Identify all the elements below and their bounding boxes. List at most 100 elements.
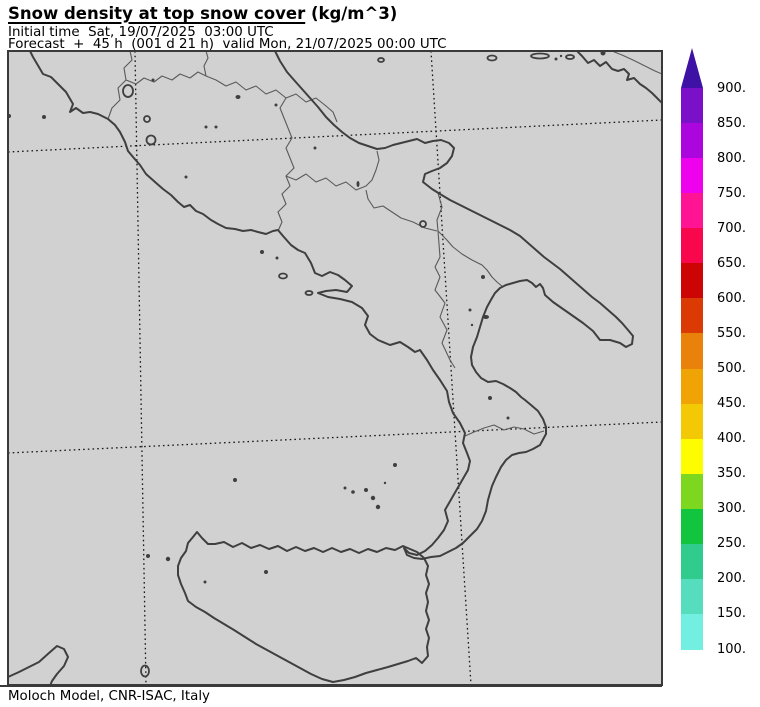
coastline-tunisia	[9, 645, 69, 684]
island-salina	[364, 488, 368, 492]
colorbar-segment	[681, 228, 703, 264]
colorbar-segment	[681, 543, 703, 580]
colorbar-arrow	[681, 48, 703, 88]
island-levanzo	[146, 554, 150, 558]
colorbar-segment	[681, 298, 703, 334]
island-giglio	[9, 114, 11, 118]
border-lazio-tuscany	[107, 52, 133, 120]
island-lipari	[370, 495, 376, 501]
colorbar-segment	[681, 158, 703, 194]
colorbar-segment	[681, 578, 703, 615]
coastline-croatia	[576, 52, 661, 104]
grid-parallel-north	[9, 119, 661, 153]
small-islands-dots	[9, 52, 606, 584]
region-borders	[107, 52, 545, 437]
colorbar-segment	[681, 368, 703, 405]
island-vis	[486, 54, 498, 62]
border-basilicata-calabria	[464, 424, 545, 437]
lake-bolsena	[122, 84, 134, 98]
small-lake	[214, 125, 218, 129]
border-basilicata-west	[434, 192, 456, 369]
colorbar-segment	[681, 333, 703, 369]
coastline-sicily	[177, 531, 430, 683]
island-ischia	[278, 272, 288, 280]
colorbar-tick-label: 300.	[717, 501, 746, 517]
sicilian-lake	[264, 570, 268, 574]
colorbar-segment	[681, 193, 703, 229]
adriatic-islet	[559, 54, 563, 58]
coastlines	[9, 52, 661, 684]
title-text: Snow density at top snow cover	[8, 4, 306, 23]
colorbar-tick-label: 500.	[717, 361, 746, 376]
border-umbria-marche	[125, 71, 338, 123]
island-mljet	[565, 54, 575, 60]
border-lazio-campania	[277, 97, 295, 232]
island-vulcano	[375, 504, 381, 510]
adriatic-islet	[554, 57, 558, 61]
colorbar-tick-label: 150.	[717, 606, 746, 622]
colorbar-segment	[681, 473, 703, 510]
small-lake	[468, 308, 472, 312]
colorbar-tick-label: 450.	[717, 396, 746, 412]
border-abruzzo-molise	[285, 150, 380, 191]
lakes-islands-outlined	[122, 52, 575, 678]
colorbar-tick-label: 650.	[717, 255, 746, 271]
small-lake	[481, 275, 485, 279]
colorbar-segment	[681, 508, 703, 545]
island-favignana	[165, 556, 171, 562]
colorbar-tick-label: 750.	[717, 185, 746, 201]
colorbar-tick-label: 100.	[717, 641, 746, 657]
lake-arvo	[506, 416, 510, 420]
map-frame	[7, 50, 663, 686]
colorbar-tick-label: 400.	[717, 431, 746, 447]
colorbar-segment	[681, 263, 703, 299]
colorbar-tick-label: 700.	[717, 220, 746, 236]
border-spur-north	[203, 52, 209, 77]
colorbar-tick-label: 200.	[717, 571, 746, 587]
small-lake	[313, 146, 317, 150]
lake-san-giuliano	[483, 315, 489, 319]
island-pianosa	[377, 57, 385, 63]
island-capri	[304, 290, 314, 296]
island-panarea	[383, 481, 387, 485]
island-stromboli	[393, 463, 397, 467]
small-lake	[204, 125, 208, 129]
colorbar-tick-label: 350.	[717, 466, 746, 482]
small-lake	[274, 103, 278, 107]
colorbar-segment	[681, 88, 703, 124]
island-ventotene	[275, 256, 279, 260]
colorbar-tick-label: 250.	[717, 536, 746, 552]
small-lake	[151, 78, 155, 82]
colorbar: 900. 850. 800. 750. 700. 650. 600. 550. 500. 450.…	[681, 48, 760, 668]
island-korcula	[530, 52, 550, 60]
title-units: (kg/m^3)	[305, 4, 398, 23]
initial-time-line: Initial time Sat, 19/07/2025 03:00 UTC	[8, 25, 274, 40]
colorbar-segment	[681, 613, 703, 650]
colorbar-segment	[681, 123, 703, 159]
lake-occhito	[419, 220, 427, 228]
island-giannutri	[42, 115, 46, 119]
island-alicudi	[343, 486, 347, 490]
graticule	[9, 52, 661, 684]
small-lake	[470, 323, 474, 327]
forecast-line: Forecast + 45 h (001 d 21 h) valid Mon, …	[8, 37, 447, 52]
colorbar-tick-label: 800.	[717, 150, 746, 166]
colorbar-tick-label: 600.	[717, 290, 746, 306]
lake-campotosto	[235, 95, 241, 99]
lake-vico	[143, 115, 151, 123]
island-pantelleria	[140, 664, 150, 678]
page-title: Snow density at top snow cover (kg/m^3)	[8, 4, 397, 23]
small-lake	[184, 175, 188, 179]
border-puglia-basilicata	[437, 230, 504, 288]
sicilian-lake	[203, 580, 207, 584]
colorbar-segment	[681, 403, 703, 440]
island-ustica	[233, 478, 237, 482]
grid-parallel-south	[9, 421, 661, 454]
coastline-mainland	[29, 52, 634, 560]
colorbar-tick-label: 850.	[717, 115, 746, 131]
border-balkan	[613, 52, 661, 75]
colorbar-tick-label: 550.	[717, 325, 746, 341]
adriatic-islet	[600, 52, 606, 56]
